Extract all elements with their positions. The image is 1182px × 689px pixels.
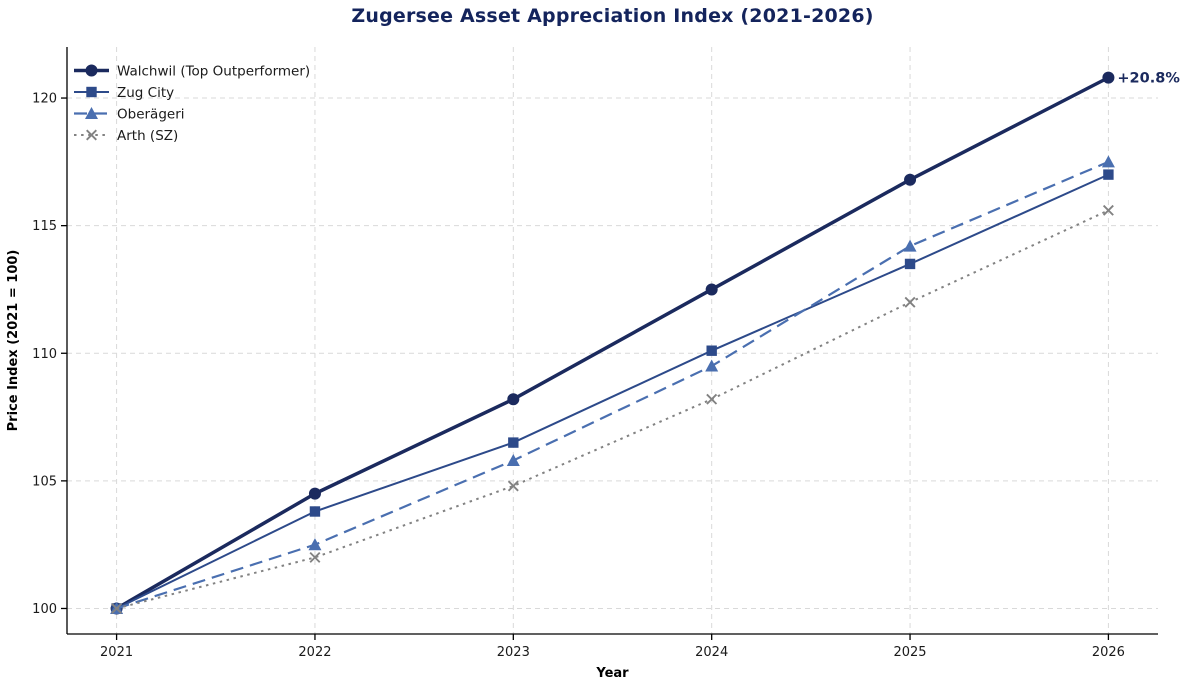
series-line — [115, 76, 1110, 610]
marker-x — [86, 129, 97, 141]
marker-square — [86, 86, 97, 98]
series-0 — [110, 71, 1115, 615]
tick-labels: 2021 2022 2023 2024 2025 2026 100 105 110 115 120 — [32, 92, 1125, 660]
marker-triangle — [308, 538, 322, 551]
y-tick-label: 120 — [32, 92, 57, 107]
marker-square — [904, 258, 916, 270]
x-tick-label: 2022 — [298, 645, 331, 660]
marker-circle — [705, 283, 718, 296]
marker-circle — [507, 393, 520, 406]
series-2 — [110, 155, 1115, 615]
legend-item-1: Zug City — [74, 85, 174, 101]
legend-item-0: Walchwil (Top Outperformer) — [74, 63, 310, 79]
marker-square — [706, 345, 717, 356]
y-tick-label: 100 — [32, 602, 57, 617]
legend-label: Zug City — [117, 85, 174, 101]
marker-circle — [904, 173, 917, 186]
y-axis-label: Price Index (2021 = 100) — [6, 250, 21, 432]
x-tick-label: 2021 — [100, 645, 133, 660]
legend-label: Oberägeri — [117, 106, 185, 122]
series-1 — [111, 169, 1114, 614]
x-tick-label: 2025 — [893, 645, 926, 660]
marker-x — [309, 551, 321, 563]
marker-x — [111, 603, 123, 614]
series-line — [116, 160, 1109, 610]
axes-spines — [61, 47, 1158, 640]
legend: Walchwil (Top Outperformer) Zug City Oberä… — [74, 63, 310, 144]
x-tick-label: 2023 — [497, 645, 530, 660]
y-tick-label: 110 — [32, 347, 57, 362]
marker-x — [1102, 204, 1114, 216]
marker-circle — [308, 487, 321, 500]
marker-square — [508, 437, 519, 448]
legend-item-2: Oberägeri — [74, 106, 185, 122]
legend-item-3: Arth (SZ) — [74, 128, 178, 144]
series-line — [116, 209, 1109, 610]
grid-lines — [67, 47, 1158, 634]
y-tick-label: 115 — [32, 219, 57, 234]
marker-triangle — [85, 107, 98, 120]
x-axis-label: Year — [595, 666, 629, 681]
x-tick-label: 2024 — [695, 645, 728, 660]
marker-x — [507, 480, 519, 492]
y-tick-label: 105 — [32, 474, 57, 489]
legend-label: Walchwil (Top Outperformer) — [117, 63, 310, 79]
marker-x — [706, 393, 718, 405]
marker-square — [309, 506, 321, 517]
marker-triangle — [705, 359, 719, 372]
series-3 — [111, 204, 1114, 614]
marker-triangle — [903, 239, 917, 252]
legend-label: Arth (SZ) — [117, 128, 178, 144]
marker-x — [904, 296, 916, 308]
marker-circle — [85, 64, 98, 77]
marker-triangle — [1101, 155, 1115, 168]
marker-circle — [1102, 71, 1115, 84]
chart-title: Zugersee Asset Appreciation Index (2021-… — [351, 5, 874, 27]
marker-triangle — [506, 453, 520, 466]
series-line — [116, 173, 1109, 610]
annotation-total-gain: +20.8% — [1117, 71, 1180, 87]
x-tick-label: 2026 — [1092, 645, 1125, 660]
marker-square — [1103, 169, 1114, 180]
